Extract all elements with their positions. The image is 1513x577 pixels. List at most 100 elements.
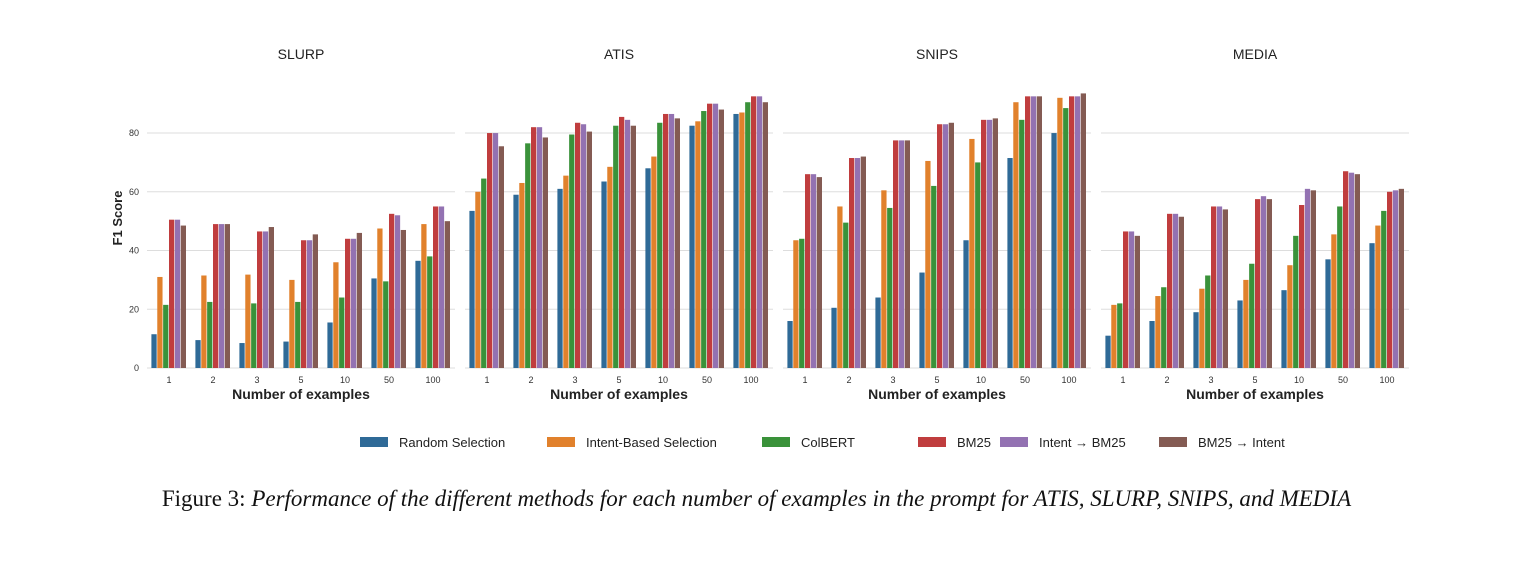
chart-panels: SLURP 1 2 3 5 10 50 100 Number of examples 0 20 40 6… [129,46,1409,402]
panel-atis: ATIS 1 2 3 5 10 50 100 Number of examples [465,46,773,402]
bar [1074,96,1081,368]
legend-swatch [547,437,575,447]
bar [799,238,805,368]
y-tick-label: 40 [129,246,139,256]
y-tick-label: 20 [129,304,139,314]
bar [1199,288,1205,368]
bar [1331,234,1337,368]
x-tick-label: 5 [1252,375,1257,385]
bar [881,190,887,368]
y-tick-label: 0 [134,363,139,373]
bar [689,125,695,369]
panel-title: SLURP [278,46,325,62]
bar [1123,231,1129,368]
bar [762,102,768,368]
bar [498,146,504,368]
x-tick-label: 2 [528,375,533,385]
bar [563,175,569,368]
bar [601,181,607,368]
bar [718,109,724,368]
bar [1381,210,1387,368]
panel-media: MEDIA 1 2 3 5 10 50 100 Number of examples [1101,46,1409,402]
y-tick-label: 60 [129,187,139,197]
bar [1172,213,1179,368]
bar [1375,225,1381,368]
bar [333,262,339,368]
bar [1237,300,1243,368]
bar [1063,108,1069,368]
bar [843,222,849,368]
bar [1105,335,1111,368]
bar [860,156,866,368]
bar [1111,304,1117,368]
x-tick-label: 10 [340,375,350,385]
bar [371,278,377,368]
bar [1134,235,1140,368]
bar [400,229,406,368]
bar [986,119,993,368]
legend-label: Random Selection [399,435,505,450]
x-tick-label: 100 [1061,375,1076,385]
bar [415,260,421,368]
bar [937,124,943,369]
bar [1281,290,1287,368]
panel-slurp: SLURP 1 2 3 5 10 50 100 Number of examples 0 20 40 6… [129,46,455,402]
bar [157,276,163,368]
chart-figure: SLURP 1 2 3 5 10 50 100 Number of examples 0 20 40 6… [110,46,1409,450]
x-tick-label: 3 [254,375,259,385]
legend-swatch [360,437,388,447]
bar [668,113,675,369]
bar [433,206,439,368]
bar [816,177,822,368]
bar [1392,190,1399,368]
bar [931,185,937,368]
bar [695,121,701,368]
bar [394,215,401,368]
bar [607,166,613,368]
bar [1019,119,1025,368]
bar [389,213,395,368]
bar [312,234,318,368]
bar [992,118,998,369]
bar [195,340,201,368]
legend-swatch [1159,437,1187,447]
bar [339,297,345,368]
bar [1299,205,1305,368]
bar [1161,287,1167,368]
bar [350,238,357,368]
bar [805,174,811,368]
x-tick-label: 50 [1020,375,1030,385]
bar [383,281,389,368]
bar [739,112,745,369]
bar [575,122,581,369]
x-tick-label: 3 [1208,375,1213,385]
x-tick-label: 1 [1120,375,1125,385]
x-tick-label: 100 [743,375,758,385]
legend-swatch [762,437,790,447]
bar [756,96,763,368]
x-tick-label: 50 [1338,375,1348,385]
legend-item: BM25 → Intent [1159,435,1285,450]
bar [438,206,445,368]
bar [151,334,157,368]
bar [942,124,949,369]
y-axis-label: F1 Score [110,191,125,246]
bar [586,131,592,368]
bar [1178,216,1184,368]
bar [981,119,987,368]
bar [1348,172,1355,368]
caption-label: Figure 3: [161,486,246,511]
bar [542,137,548,368]
x-tick-label: 2 [210,375,215,385]
y-tick-label: 80 [129,128,139,138]
bar [1205,275,1211,368]
bar [854,158,861,368]
bar [751,96,757,368]
bar [1243,279,1249,368]
bar [481,178,487,368]
bar [268,227,274,368]
bar [169,219,175,368]
bar [1304,188,1311,368]
x-tick-label: 50 [702,375,712,385]
bar [875,297,881,368]
